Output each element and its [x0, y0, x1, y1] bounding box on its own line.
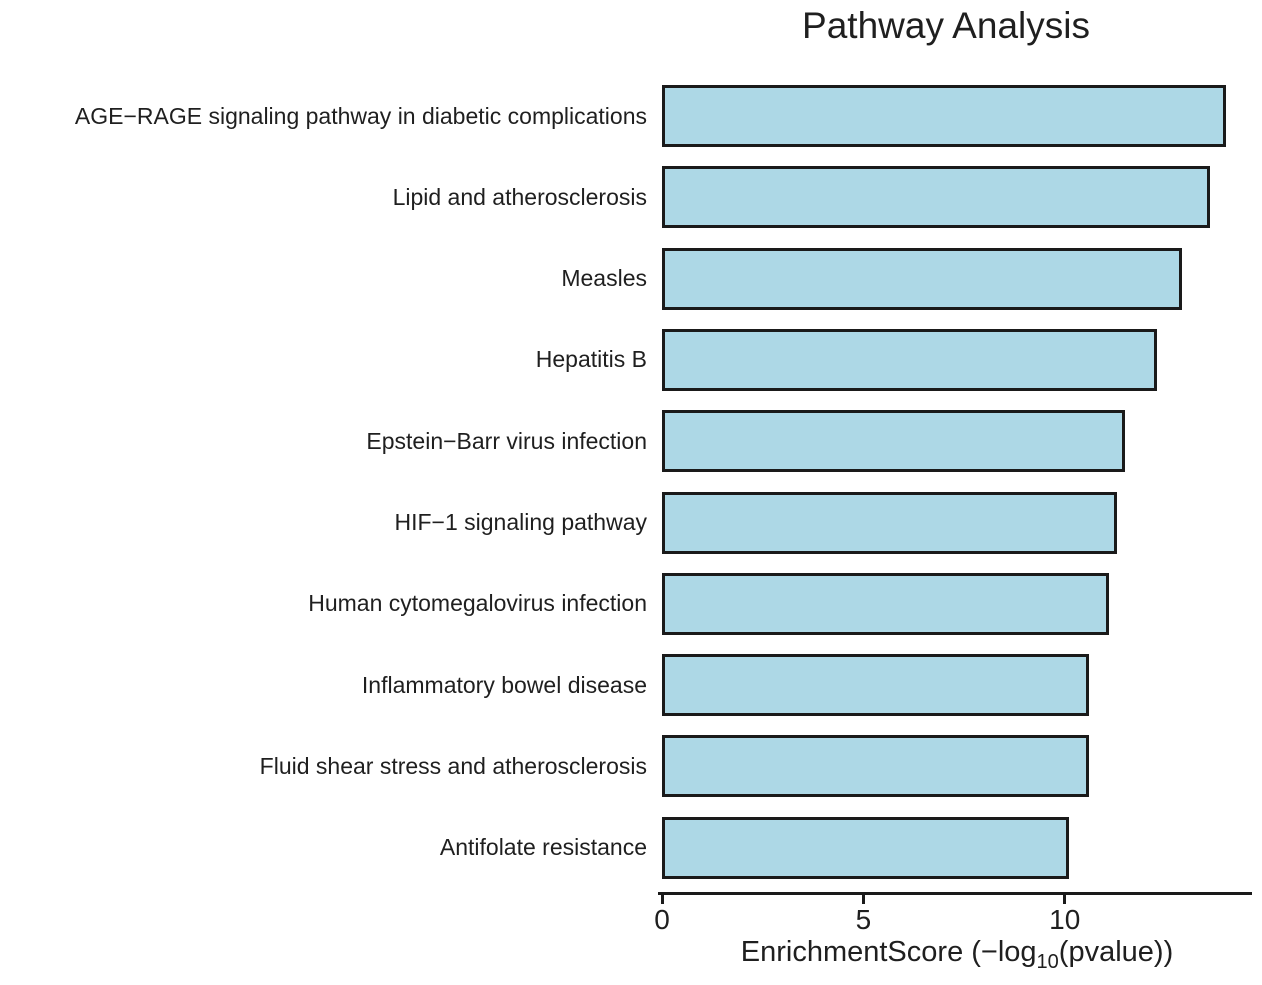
x-tick-label: 0: [654, 904, 670, 935]
bar: [662, 735, 1089, 798]
category-label: Human cytomegalovirus infection: [308, 590, 647, 617]
bar-row: Antifolate resistance: [0, 816, 1262, 879]
bar-row: Lipid and atherosclerosis: [0, 166, 1262, 229]
x-tick-mark: [1063, 895, 1067, 904]
category-label: Antifolate resistance: [439, 834, 647, 861]
bar: [662, 654, 1089, 717]
category-label: Measles: [561, 265, 647, 292]
x-axis-line: [658, 892, 1252, 895]
bar-row: HIF−1 signaling pathway: [0, 491, 1262, 554]
category-label: HIF−1 signaling pathway: [394, 509, 647, 535]
bar-row: Human cytomegalovirus infection: [0, 572, 1262, 635]
category-label: Fluid shear stress and atherosclerosis: [259, 752, 647, 779]
bar: [662, 328, 1157, 391]
bar: [662, 572, 1109, 635]
x-tick-mark: [861, 895, 865, 904]
bar-row: Measles: [0, 247, 1262, 310]
x-axis-label-suffix: (pvalue)): [1058, 936, 1174, 968]
x-axis-label-subscript: 10: [1036, 950, 1059, 973]
bar: [662, 166, 1210, 229]
bar-row: AGE−RAGE signaling pathway in diabetic c…: [0, 85, 1262, 147]
bar-row: Fluid shear stress and atherosclerosis: [0, 735, 1262, 798]
chart-title: Pathway Analysis: [802, 5, 1090, 46]
bar: [662, 247, 1182, 310]
category-label: Epstein−Barr virus infection: [366, 427, 647, 454]
x-axis-label-prefix: EnrichmentScore (−log: [740, 936, 1037, 968]
category-label: AGE−RAGE signaling pathway in diabetic c…: [74, 102, 647, 129]
bar-row: Epstein−Barr virus infection: [0, 410, 1262, 473]
bar-row: Hepatitis B: [0, 328, 1262, 391]
category-label: Hepatitis B: [535, 346, 647, 373]
bar: [662, 816, 1069, 879]
x-axis-label: EnrichmentScore (−log10(pvalue)): [652, 936, 1262, 974]
bar: [662, 85, 1226, 147]
bar: [662, 410, 1125, 473]
x-tick-mark: [660, 895, 664, 904]
bar: [662, 491, 1117, 554]
x-tick-label: 5: [855, 904, 872, 935]
x-tick-label: 10: [1049, 904, 1081, 935]
category-label: Lipid and atherosclerosis: [392, 183, 647, 210]
bar-row: Inflammatory bowel disease: [0, 654, 1262, 717]
category-label: Inflammatory bowel disease: [361, 671, 647, 698]
